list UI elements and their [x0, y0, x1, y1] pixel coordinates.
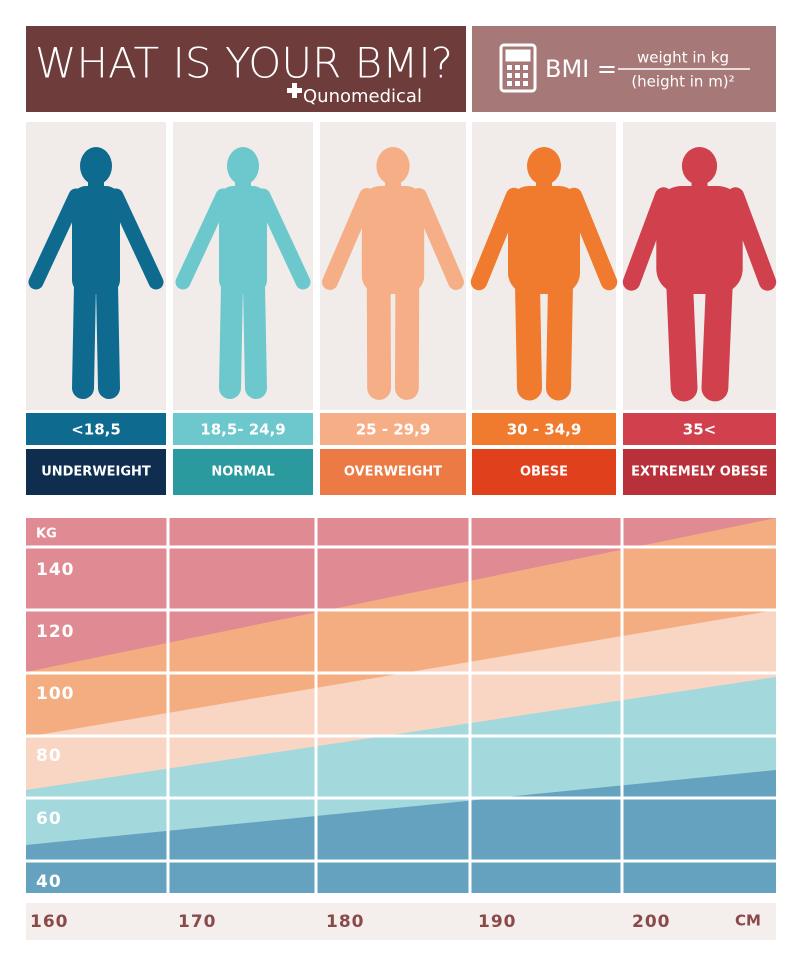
- y-tick-label: 60: [36, 809, 62, 829]
- x-unit: CM: [735, 912, 761, 930]
- head: [681, 147, 718, 185]
- arm: [470, 187, 523, 291]
- range-bar: [320, 413, 466, 445]
- arm: [622, 187, 673, 291]
- silhouette: [470, 147, 618, 401]
- x-tick-label: 190: [478, 912, 517, 932]
- leg: [666, 271, 698, 402]
- y-tick-label: 100: [36, 684, 75, 704]
- leg: [219, 274, 243, 399]
- range-label: 35<: [683, 421, 716, 439]
- range-bar: [623, 413, 776, 445]
- category-label: OVERWEIGHT: [344, 465, 442, 480]
- arm: [726, 187, 777, 291]
- torso: [508, 186, 580, 294]
- formula-lhs: BMI =: [545, 55, 617, 83]
- x-tick-label: 180: [326, 912, 365, 932]
- head: [376, 147, 410, 185]
- torso: [219, 186, 267, 294]
- title-box: [26, 26, 466, 112]
- chart-area: [26, 518, 776, 893]
- x-tick-label: 200: [632, 912, 671, 932]
- range-label: 18,5- 24,9: [200, 421, 285, 439]
- calculator-icon: [499, 43, 537, 93]
- leg: [515, 272, 542, 401]
- leg: [72, 274, 96, 399]
- range-bar: [26, 413, 166, 445]
- silhouette: [28, 147, 164, 399]
- category-bar: [173, 449, 313, 495]
- formula-numerator: weight in kg: [637, 49, 729, 67]
- head: [227, 147, 259, 185]
- category-bar: [472, 449, 616, 495]
- leg: [243, 274, 267, 399]
- silhouette: [622, 147, 777, 402]
- x-tick-label: 170: [178, 912, 217, 932]
- arm: [108, 188, 164, 290]
- category-label: NORMAL: [211, 465, 274, 480]
- y-tick-label: 40: [36, 872, 62, 892]
- range-bar: [173, 413, 313, 445]
- head: [80, 147, 112, 185]
- y-tick-label: 140: [36, 560, 75, 580]
- arm: [28, 188, 84, 290]
- category-label: UNDERWEIGHT: [41, 465, 151, 480]
- y-unit: KG: [36, 527, 57, 542]
- category-label: OBESE: [520, 465, 568, 480]
- category-bar: [26, 449, 166, 495]
- arm: [255, 188, 311, 290]
- head: [527, 147, 561, 185]
- leg: [96, 274, 120, 399]
- arm: [175, 188, 231, 290]
- silhouette: [175, 147, 311, 399]
- brand-logo: [287, 83, 302, 98]
- arm: [411, 188, 464, 290]
- leg: [701, 271, 733, 402]
- torso: [656, 186, 743, 294]
- category-label: EXTREMELY OBESE: [631, 465, 768, 480]
- x-tick-label: 160: [30, 912, 69, 932]
- range-bar: [472, 413, 616, 445]
- range-label: 25 - 29,9: [356, 421, 431, 439]
- leg: [546, 272, 573, 401]
- category-bar: [623, 449, 776, 495]
- x-axis-row: [26, 903, 776, 940]
- y-tick-label: 80: [36, 746, 62, 766]
- silhouette: [322, 147, 464, 400]
- arm: [565, 187, 618, 291]
- range-label: 30 - 34,9: [507, 421, 582, 439]
- range-label: <18,5: [71, 421, 121, 439]
- brand: Qunomedical: [303, 86, 422, 107]
- category-bar: [320, 449, 466, 495]
- formula-denominator: (height in m)²: [631, 73, 734, 91]
- y-tick-label: 120: [36, 622, 75, 642]
- torso: [361, 186, 425, 294]
- arm: [322, 188, 375, 290]
- title: WHAT IS YOUR BMI?: [35, 39, 453, 88]
- torso: [72, 186, 120, 294]
